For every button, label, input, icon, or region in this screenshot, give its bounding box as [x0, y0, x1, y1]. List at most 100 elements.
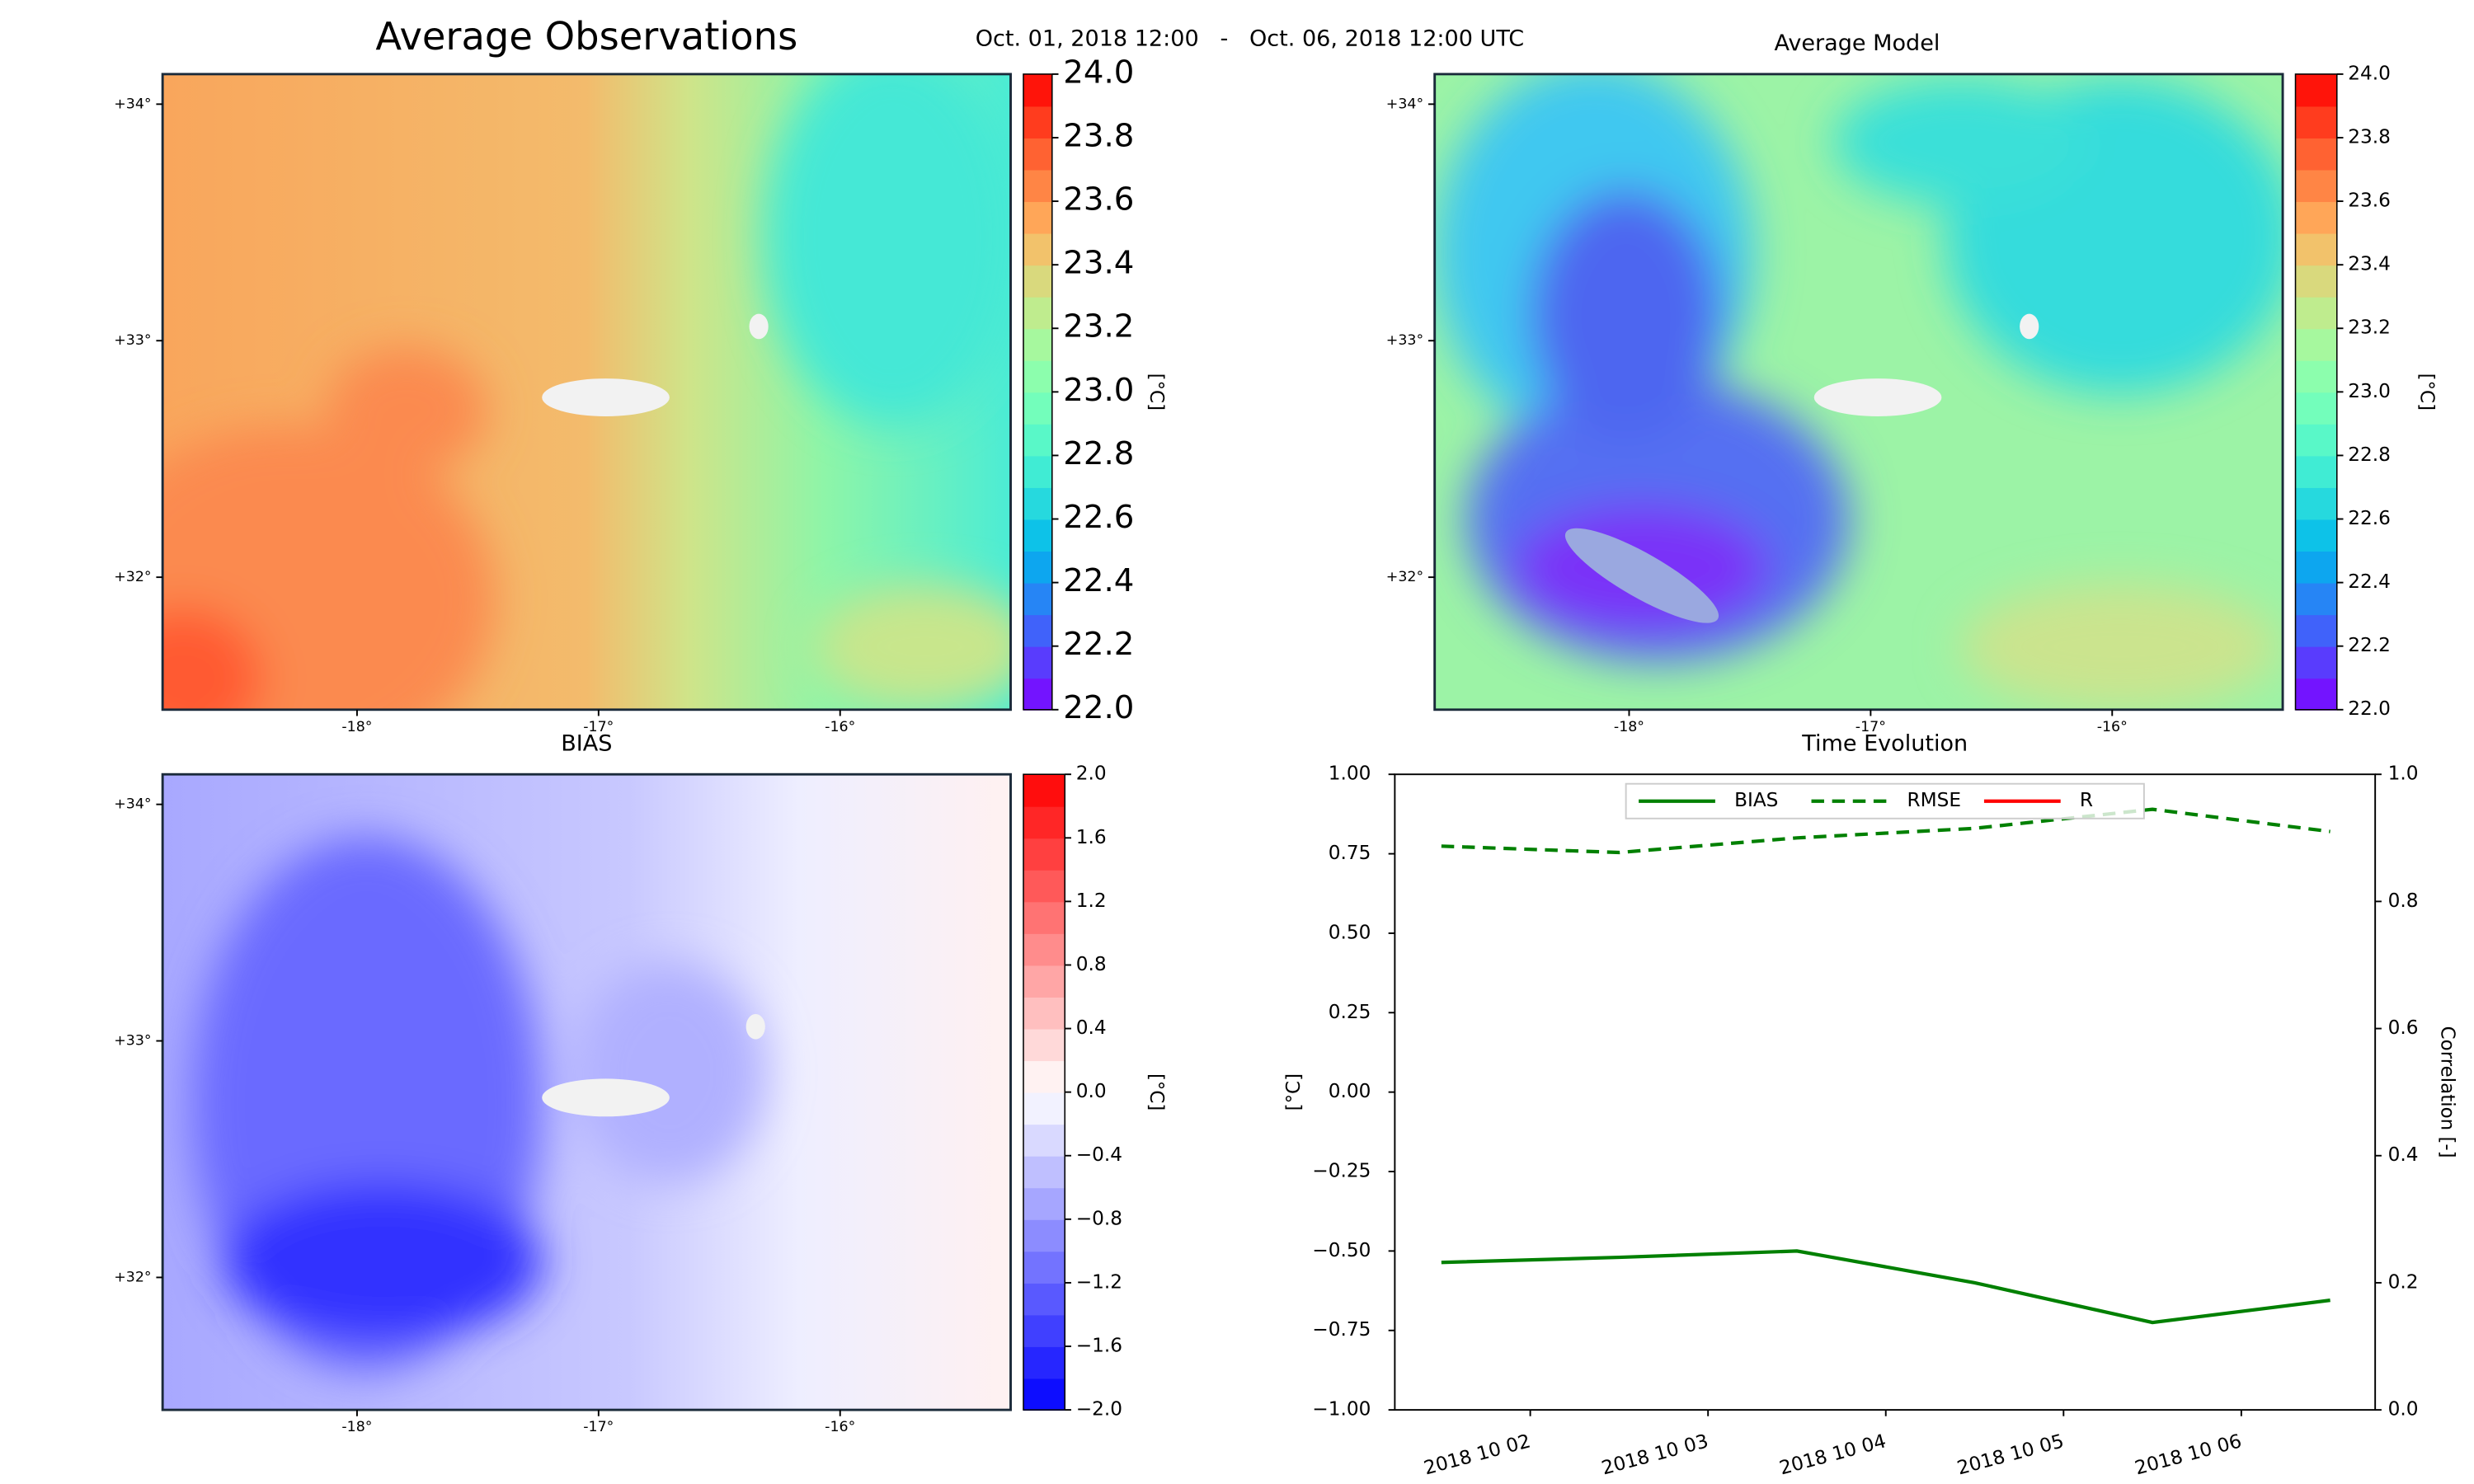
y-tick-label: 1.00	[1329, 763, 1371, 785]
colorbar-tick-label: 22.0	[1063, 689, 1134, 726]
chart-title: Average Observations	[375, 14, 797, 59]
map-frame	[1433, 73, 2284, 711]
colorbar-segment	[2295, 392, 2337, 425]
map-frame	[161, 73, 1012, 711]
colorbar-label: [°C]	[1145, 373, 1167, 411]
colorbar-tick-label: 1.2	[1076, 890, 1107, 912]
y2-tick-label: 0.6	[2388, 1017, 2419, 1039]
legend-label: R	[2080, 790, 2093, 811]
colorbar-tick-label: 23.4	[1063, 245, 1134, 282]
colorbar-tick-label: 22.4	[1063, 562, 1134, 599]
colorbar-segment	[1023, 296, 1052, 330]
colorbar-segment	[1023, 678, 1052, 711]
colorbar-segment	[2295, 486, 2337, 520]
chart-title: Time Evolution	[1801, 730, 1968, 756]
colorbar-segment	[2295, 106, 2337, 139]
x-tick-label: -17°	[583, 1419, 614, 1435]
y-tick-label: 0.00	[1329, 1081, 1371, 1102]
colorbar-tick-label: 23.6	[2348, 190, 2391, 212]
y-tick-label: +34°	[114, 96, 151, 112]
colorbar-tick-label: 22.2	[1063, 626, 1134, 663]
colorbar-segment	[1023, 265, 1052, 298]
colorbar-segment	[2295, 582, 2337, 616]
y-tick-label: +32°	[1386, 569, 1423, 585]
colorbar-segment	[1023, 1060, 1065, 1093]
colorbar-segment	[1023, 838, 1065, 871]
y-tick-label: +34°	[114, 796, 151, 813]
map-frame	[161, 773, 1012, 1411]
colorbar-segment	[2295, 169, 2337, 203]
y-tick-label: −0.75	[1312, 1319, 1371, 1341]
colorbar-segment	[2295, 646, 2337, 679]
y-tick-label: +33°	[114, 332, 151, 349]
x-tick-label: -17°	[583, 719, 614, 735]
colorbar-segment	[1023, 932, 1065, 966]
series-line	[1441, 807, 2331, 855]
colorbar-tick-label: 22.0	[2348, 698, 2391, 720]
colorbar-segment	[2295, 423, 2337, 457]
colorbar-segment	[1023, 519, 1052, 552]
y-tick-label: 0.75	[1329, 843, 1371, 864]
colorbar-segment	[2295, 232, 2337, 266]
x-tick-label: -16°	[2097, 719, 2128, 735]
x-tick-label: 2018 10 03	[1599, 1430, 1710, 1479]
colorbar-segment	[1023, 359, 1052, 393]
y2-tick-label: 0.0	[2388, 1399, 2419, 1421]
colorbar-segment	[1023, 328, 1052, 361]
colorbar-segment	[2295, 455, 2337, 488]
y-tick-label: 0.50	[1329, 923, 1371, 944]
colorbar-segment	[2295, 519, 2337, 552]
colorbar-segment	[1023, 965, 1065, 998]
colorbar-segment	[1023, 869, 1065, 903]
colorbar-segment	[1023, 73, 1052, 107]
colorbar-tick-label: −1.2	[1076, 1271, 1122, 1293]
colorbar-segment	[1023, 582, 1052, 616]
y-tick-label: +33°	[1386, 332, 1423, 349]
y-tick-label: +34°	[1386, 96, 1423, 112]
y2-axis-label: Correlation [-]	[2437, 1026, 2458, 1158]
colorbar-segment	[1023, 1282, 1065, 1316]
y2-tick-label: 0.2	[2388, 1271, 2419, 1293]
colorbar-segment	[2295, 359, 2337, 393]
y-tick-label: −0.50	[1312, 1240, 1371, 1261]
colorbar-segment	[1023, 1346, 1065, 1379]
colorbar-tick-label: 2.0	[1076, 763, 1107, 785]
colorbar-segment	[1023, 106, 1052, 139]
colorbar-segment	[1023, 901, 1065, 934]
colorbar-tick-label: 22.8	[2348, 444, 2391, 466]
colorbar-segment	[1023, 201, 1052, 234]
colorbar-segment	[2295, 137, 2337, 171]
y2-tick-label: 0.4	[2388, 1144, 2419, 1166]
colorbar-tick-label: 24.0	[1063, 54, 1134, 92]
field-bias	[162, 774, 1011, 1411]
y-tick-label: +32°	[114, 569, 151, 585]
x-tick-label: 2018 10 04	[1777, 1430, 1888, 1479]
colorbar-segment	[1023, 1155, 1065, 1189]
colorbar-segment	[1023, 137, 1052, 171]
y-tick-label: +33°	[114, 1033, 151, 1050]
x-tick-label: 2018 10 05	[1955, 1430, 2067, 1479]
x-tick-label: -17°	[1856, 719, 1886, 735]
y-tick-label: +32°	[114, 1269, 151, 1285]
colorbar-segment	[1023, 805, 1065, 839]
colorbar-segment	[1023, 455, 1052, 488]
colorbar-segment	[1023, 169, 1052, 203]
colorbar-segment	[1023, 1219, 1065, 1252]
colorbar-tick-label: 23.4	[2348, 254, 2391, 275]
series-line	[1441, 1249, 2331, 1325]
colorbar-segment	[2295, 614, 2337, 647]
colorbar-segment	[2295, 296, 2337, 330]
legend-label: BIAS	[1734, 790, 1778, 811]
x-tick-label: 2018 10 06	[2133, 1430, 2244, 1479]
colorbar-tick-label: 23.8	[1063, 118, 1134, 155]
colorbar-tick-label: −1.6	[1076, 1336, 1122, 1357]
chart-title: Average Model	[1774, 31, 1940, 56]
y2-tick-label: 0.8	[2388, 890, 2419, 912]
colorbar-label: [°C]	[1145, 1073, 1167, 1111]
y2-tick-label: 1.0	[2388, 763, 2419, 785]
colorbar-segment	[2295, 328, 2337, 361]
legend-label: RMSE	[1907, 790, 1961, 811]
colorbar-segment	[2295, 201, 2337, 234]
